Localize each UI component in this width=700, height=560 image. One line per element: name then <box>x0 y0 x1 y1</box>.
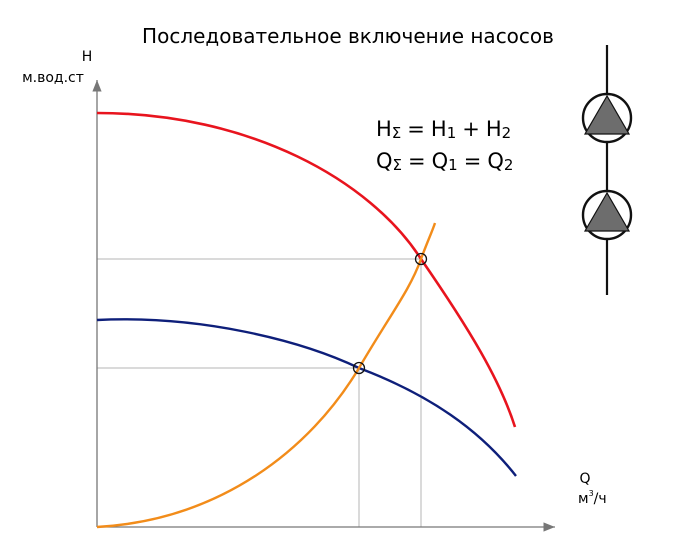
guide-lines <box>97 258 422 527</box>
y-axis-unit: м.вод.ст <box>22 70 84 86</box>
operating-point-combined <box>414 252 428 266</box>
diagram-title: Последовательное включение насосов <box>142 24 554 48</box>
pump-icon <box>581 92 633 144</box>
system-curve <box>96 222 437 529</box>
formula-head: HΣ = H1 + H2 <box>376 117 511 142</box>
operating-point-single <box>352 361 366 375</box>
x-axis-letter: Q <box>579 471 590 487</box>
single-pump-curve <box>96 318 517 477</box>
combined-pump-curve <box>96 111 517 428</box>
y-axis-letter: H <box>82 49 93 65</box>
x-axis-unit: м3/ч <box>578 489 607 507</box>
pump-icon <box>581 189 633 241</box>
formula-flow: QΣ = Q1 = Q2 <box>376 149 513 174</box>
series-pumps-symbol-icon <box>581 45 633 295</box>
